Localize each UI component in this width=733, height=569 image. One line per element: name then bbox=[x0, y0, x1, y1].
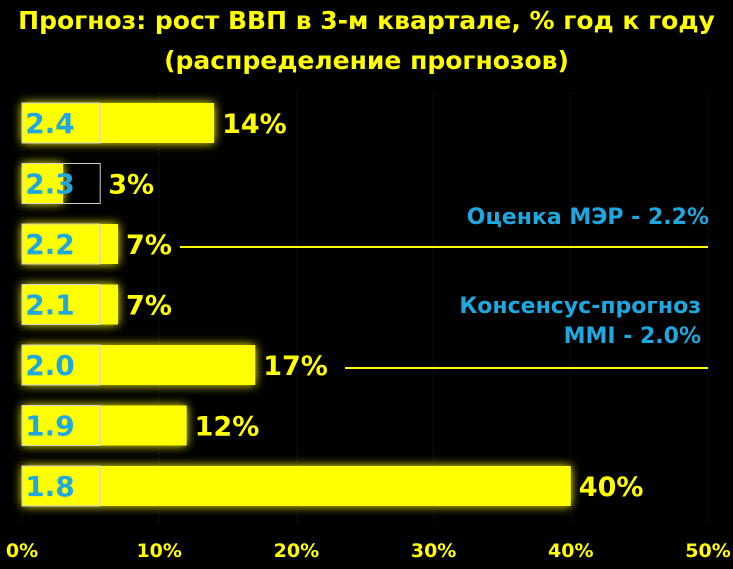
category-box bbox=[21, 405, 101, 446]
category-box bbox=[21, 344, 101, 386]
bar bbox=[22, 345, 256, 385]
value-label: 40% bbox=[579, 472, 644, 503]
chart-title: Прогноз: рост ВВП в 3-м квартале, % год … bbox=[18, 6, 715, 35]
annotation-mer-text: Оценка МЭР - 2.2% bbox=[466, 205, 709, 230]
bar bbox=[22, 466, 571, 506]
category-box bbox=[21, 163, 101, 204]
chart-subtitle: (распределение прогнозов) bbox=[164, 46, 569, 75]
category-box bbox=[21, 284, 101, 325]
category-label: 2.4 bbox=[25, 107, 75, 140]
x-tick-label: 10% bbox=[136, 540, 181, 562]
value-label: 7% bbox=[126, 230, 172, 261]
annotation-mer-estimate: Оценка МЭР - 2.2% bbox=[467, 203, 709, 233]
annotation-consensus-line1: Консенсус-прогноз bbox=[459, 294, 701, 319]
value-label: 3% bbox=[108, 170, 154, 201]
value-label: 14% bbox=[222, 109, 287, 140]
category-label: 1.9 bbox=[25, 410, 75, 443]
category-label: 2.2 bbox=[25, 228, 75, 261]
annotation-consensus: Консенсус-прогноз MMI - 2.0% bbox=[459, 292, 701, 352]
x-tick-label: 50% bbox=[685, 540, 730, 562]
category-label: 1.8 bbox=[25, 470, 75, 503]
category-box bbox=[21, 102, 101, 144]
category-label: 2.1 bbox=[25, 289, 75, 322]
x-tick-label: 30% bbox=[411, 540, 456, 562]
annotation-consensus-line2: MMI - 2.0% bbox=[563, 324, 701, 349]
value-label: 12% bbox=[195, 412, 260, 443]
x-tick-label: 0% bbox=[6, 540, 38, 562]
x-tick-label: 40% bbox=[548, 540, 593, 562]
category-label: 2.0 bbox=[25, 349, 75, 382]
category-box bbox=[21, 223, 101, 265]
bar bbox=[22, 103, 215, 143]
x-tick-label: 20% bbox=[274, 540, 319, 562]
bar bbox=[22, 224, 119, 264]
bar bbox=[22, 163, 64, 204]
category-box bbox=[21, 465, 101, 507]
value-label: 7% bbox=[126, 291, 172, 322]
bar bbox=[22, 405, 187, 446]
value-label: 17% bbox=[263, 351, 328, 382]
category-label: 2.3 bbox=[25, 168, 75, 201]
bar bbox=[22, 284, 119, 325]
